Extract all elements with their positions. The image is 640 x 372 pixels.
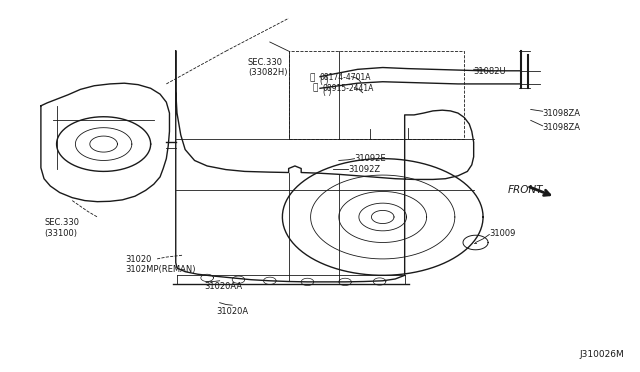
Text: J310026M: J310026M [579, 350, 624, 359]
Text: 31020A: 31020A [216, 307, 248, 316]
Text: 08174-4701A: 08174-4701A [320, 73, 371, 82]
Text: 31009: 31009 [490, 229, 516, 238]
Text: 31020AA: 31020AA [204, 282, 242, 291]
Text: FRONT: FRONT [508, 185, 543, 195]
Text: 31092E: 31092E [355, 154, 386, 163]
Text: SEC.330
(33100): SEC.330 (33100) [44, 218, 79, 238]
Text: 31082U: 31082U [474, 67, 506, 76]
Text: 31098ZA: 31098ZA [543, 123, 580, 132]
Text: Ⓝ: Ⓝ [312, 84, 317, 93]
Text: Ⓑ: Ⓑ [309, 73, 314, 82]
Text: ( ): ( ) [323, 88, 331, 97]
Text: SEC.330
(33082H): SEC.330 (33082H) [248, 58, 287, 77]
Text: 31098ZA: 31098ZA [543, 109, 580, 118]
Text: 31092Z: 31092Z [348, 165, 380, 174]
Text: 08915-2441A: 08915-2441A [323, 84, 374, 93]
Text: 31020
3102MP(REMAN): 31020 3102MP(REMAN) [125, 255, 196, 274]
Text: ( ): ( ) [320, 77, 328, 86]
